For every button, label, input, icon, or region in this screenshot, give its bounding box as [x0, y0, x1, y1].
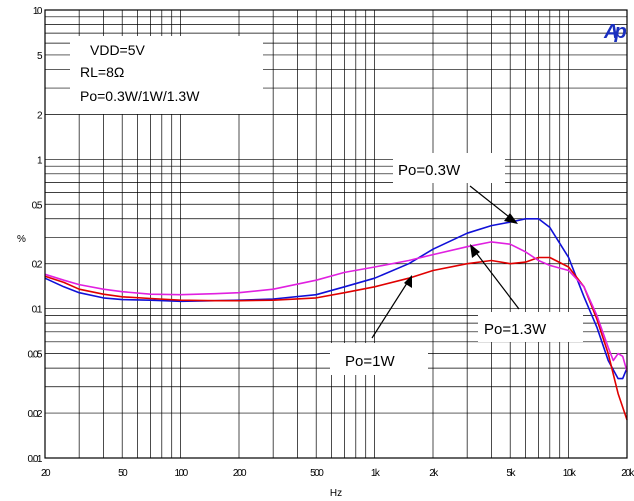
annotation-po-1-3w-text: Po=1.3W: [484, 321, 547, 338]
condition-rl: RL=8Ω: [80, 64, 124, 80]
condition-vdd: VDD=5V: [90, 42, 146, 58]
conditions-box: VDD=5V RL=8Ω Po=0.3W/1W/1.3W: [70, 36, 263, 114]
y-tick-label: 0.02: [28, 409, 43, 420]
y-tick-label: 10: [33, 6, 43, 17]
annotation-po-1-3w-arrowhead: [470, 244, 480, 258]
annotation-po-1-3w-bg: [478, 312, 583, 342]
y-tick-label: 0.1: [32, 305, 43, 316]
annotation-po-1-3w: Po=1.3W: [470, 244, 583, 342]
y-tick-label: 0.05: [28, 350, 43, 361]
annotation-po-0-3w-arrow: [469, 185, 514, 221]
x-tick-label: 200: [233, 468, 247, 479]
x-tick-label: 2k: [429, 468, 439, 479]
y-tick-label: 0.5: [32, 200, 43, 211]
y-tick-label: 2: [37, 110, 43, 121]
x-tick-label: 20: [41, 468, 51, 479]
annotation-po-0-3w-bg: [393, 153, 505, 183]
annotation-po-0-3w-arrowhead: [504, 213, 518, 224]
plot-frame: [44, 9, 628, 459]
annotation-po-1w-text: Po=1W: [345, 353, 395, 370]
annotation-po-1w-arrow: [371, 279, 410, 339]
x-tick-label: 10k: [563, 468, 577, 479]
x-tick-label: 20k: [621, 468, 634, 479]
y-tick-labels: 10 5 2 1 0.5 0.2 0.1 0.05 0.02 0.01: [28, 6, 45, 465]
annotation-po-1w-bg: [330, 343, 428, 375]
y-tick-label: 0.2: [32, 260, 43, 271]
x-tick-label: 1k: [371, 468, 381, 479]
y-tick-label: 1: [37, 155, 43, 166]
series-line-2: [44, 241, 628, 372]
condition-po: Po=0.3W/1W/1.3W: [80, 88, 200, 104]
x-tick-label: 500: [310, 468, 324, 479]
y-tick-label: 5: [37, 51, 43, 62]
annotation-po-0-3w-text: Po=0.3W: [398, 162, 461, 179]
x-tick-label: 50: [118, 468, 128, 479]
x-axis-label: Hz: [330, 488, 342, 499]
x-tick-labels: 20 50 100 200 500 1k 2k 5k 10k 20k: [41, 468, 634, 479]
x-tick-label: 100: [175, 468, 189, 479]
annotation-po-1-3w-arrow: [473, 249, 520, 310]
series-line-0: [44, 218, 628, 380]
annotation-po-0-3w: Po=0.3W: [393, 153, 518, 224]
y-axis-label: %: [17, 234, 26, 245]
y-tick-label: 0.01: [28, 454, 43, 465]
x-tick-label: 5k: [506, 468, 516, 479]
conditions-box-bg: [70, 36, 263, 114]
annotation-po-1w-arrowhead: [404, 275, 412, 288]
annotation-po-1w: Po=1W: [330, 275, 428, 375]
